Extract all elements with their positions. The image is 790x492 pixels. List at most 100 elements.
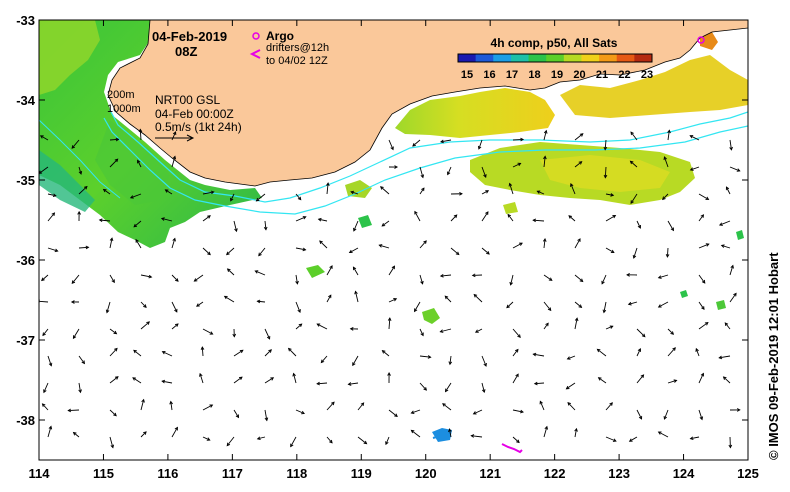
current-arrow <box>109 348 118 357</box>
current-arrow <box>326 265 333 276</box>
current-arrow <box>605 402 613 411</box>
current-arrow <box>636 409 642 420</box>
current-arrow <box>171 238 176 249</box>
current-arrow-head <box>446 171 451 176</box>
current-arrow <box>109 436 114 448</box>
current-arrow-head <box>638 415 643 420</box>
drifter-legend: drifters@12h to 04/02 12Z <box>249 42 329 67</box>
current-arrow-head <box>70 300 75 304</box>
sst-west-shelf-mid <box>95 120 170 205</box>
current-arrow <box>355 291 359 303</box>
current-arrow-head <box>722 376 727 380</box>
sst-blob-6 <box>503 202 518 214</box>
current-arrow-head <box>673 379 678 383</box>
current-arrow-head <box>393 298 398 302</box>
current-arrow-head <box>410 429 415 434</box>
current-arrow <box>162 351 173 357</box>
current-arrow <box>109 328 117 335</box>
current-arrow-head <box>135 238 139 243</box>
current-arrow <box>543 156 546 168</box>
current-arrow-head <box>485 190 490 194</box>
current-arrow <box>726 186 731 195</box>
plot-frame <box>38 19 749 461</box>
current-arrow <box>667 347 676 357</box>
current-arrow-head <box>129 195 134 199</box>
current-arrow-head <box>736 168 741 172</box>
current-arrow <box>326 183 329 195</box>
current-arrow-head <box>730 264 734 269</box>
current-arrow-head <box>301 410 305 415</box>
current-arrow-head <box>72 431 77 436</box>
current-arrow <box>133 349 142 357</box>
current-arrow <box>109 238 113 249</box>
x-tick-label: 120 <box>415 466 437 481</box>
current-arrow-head <box>71 145 76 149</box>
current-arrow-head <box>597 377 602 381</box>
colorbar-swatch <box>458 54 477 62</box>
colorbar-frame <box>457 53 653 63</box>
current-arrow <box>47 355 52 366</box>
current-arrow <box>450 214 458 222</box>
current-arrow <box>636 374 644 384</box>
current-arrow <box>171 427 178 438</box>
current-arrow-head <box>733 292 737 297</box>
current-arrow <box>73 432 80 438</box>
current-arrow <box>264 377 274 384</box>
current-arrow <box>414 301 421 312</box>
current-arrow <box>388 318 391 330</box>
current-arrow-head <box>143 304 147 308</box>
current-arrow-head <box>109 237 114 242</box>
current-arrow-head <box>448 361 453 366</box>
sst-blob-1 <box>345 180 372 198</box>
current-arrow <box>353 266 359 276</box>
current-arrow-head <box>532 352 537 357</box>
current-arrow-head <box>172 237 176 242</box>
current-arrow <box>196 301 204 307</box>
current-arrow <box>605 193 614 196</box>
current-arrow-head <box>207 215 211 219</box>
current-arrow <box>320 355 328 363</box>
current-arrow-head <box>52 193 57 198</box>
current-arrow-head <box>474 329 479 333</box>
y-tick-label: -37 <box>16 333 35 348</box>
current-arrow <box>257 300 266 303</box>
current-arrow-head <box>172 131 177 136</box>
current-arrow <box>481 247 490 255</box>
current-arrow-head <box>420 280 424 285</box>
current-arrow-head <box>536 190 541 194</box>
current-arrow-head <box>256 436 261 441</box>
current-arrow <box>450 247 460 255</box>
x-tick-label: 117 <box>222 466 243 481</box>
current-arrow <box>604 139 607 150</box>
current-arrow <box>419 328 424 336</box>
current-arrow-head <box>138 128 143 133</box>
current-arrow <box>47 212 55 222</box>
current-arrow-head <box>67 408 72 413</box>
current-arrow-head <box>380 186 384 190</box>
current-arrow <box>574 274 584 282</box>
current-arrow-head <box>48 362 53 367</box>
current-arrow <box>109 274 115 283</box>
current-arrow <box>326 436 333 444</box>
current-arrow <box>357 436 367 445</box>
current-arrow <box>605 215 616 222</box>
current-arrow <box>326 294 332 303</box>
current-arrow <box>512 242 523 249</box>
current-arrow-head <box>568 215 573 219</box>
current-arrow-head <box>533 381 538 386</box>
current-arrow-head <box>485 211 489 215</box>
current-arrow-head <box>657 304 662 308</box>
current-arrow-head <box>263 226 268 231</box>
current-arrow <box>698 243 709 249</box>
current-arrow-head <box>298 323 303 328</box>
current-arrow <box>388 265 395 276</box>
current-arrow-head <box>704 322 709 326</box>
current-arrow-head <box>657 431 662 435</box>
current-arrow <box>380 186 390 195</box>
current-arrow <box>382 350 390 357</box>
current-arrow-head <box>509 281 513 286</box>
current-arrow-head <box>728 444 733 449</box>
current-arrow <box>658 301 669 308</box>
current-arrow-head <box>394 413 398 418</box>
drifter-label: drifters@12h <box>266 42 329 54</box>
